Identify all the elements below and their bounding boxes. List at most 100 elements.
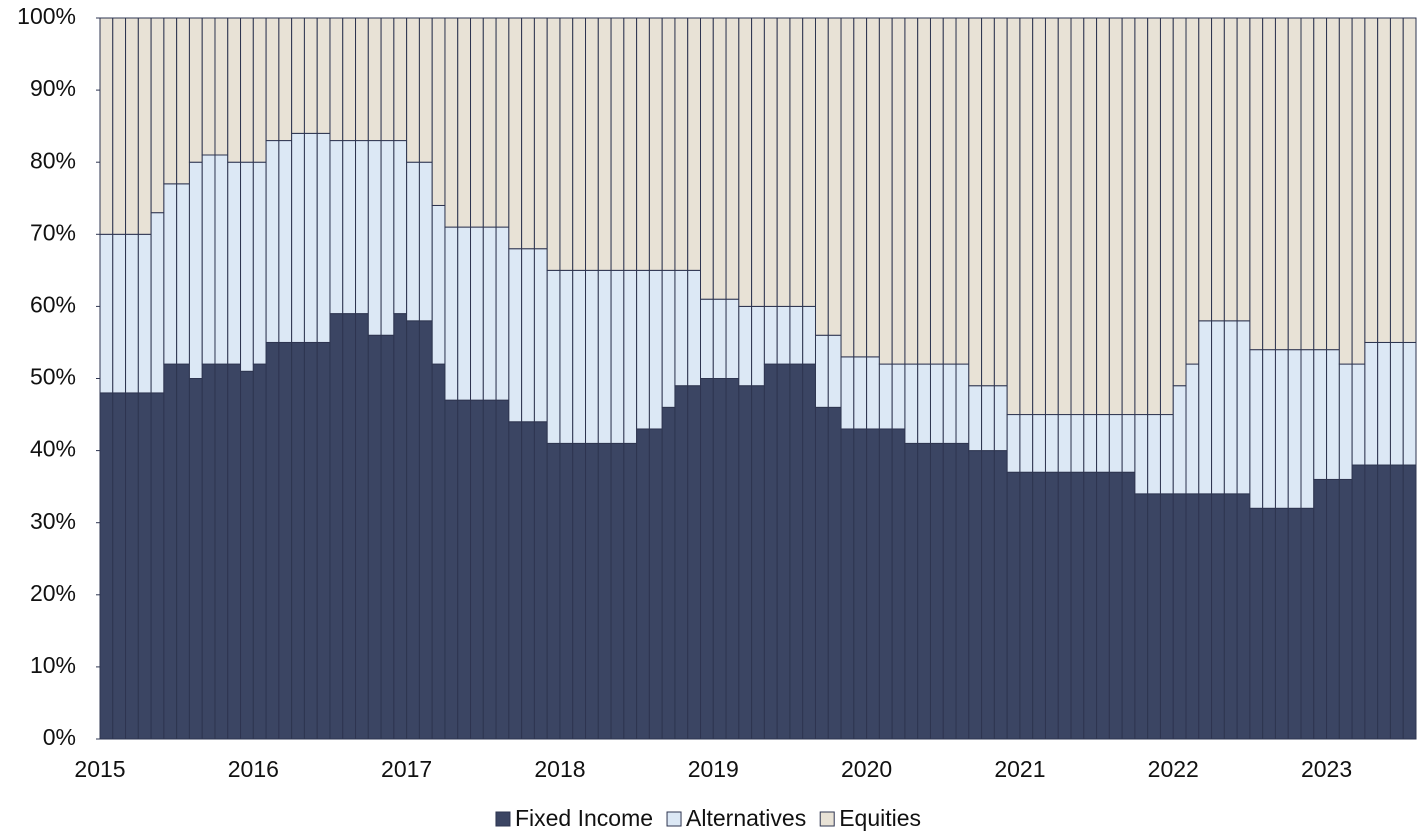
bar-segment	[1159, 493, 1174, 740]
bar-segment	[814, 17, 829, 336]
bar-segment	[227, 161, 242, 365]
bar-segment	[827, 406, 842, 740]
bar-segment	[827, 17, 842, 336]
bar-segment	[1032, 17, 1046, 416]
bar-segment	[942, 442, 957, 740]
bar-segment	[316, 132, 331, 343]
bar-segment	[1044, 471, 1059, 740]
bar-segment	[1083, 414, 1098, 473]
bar-segment	[342, 17, 357, 142]
bar-segment	[917, 17, 931, 365]
bar-segment	[431, 204, 446, 365]
bar-segment	[712, 17, 727, 300]
bar-segment	[1019, 414, 1034, 473]
bar-segment	[981, 450, 995, 740]
bar-segment	[866, 17, 880, 358]
bar-segment	[802, 363, 816, 740]
bar-segment	[674, 385, 689, 740]
bar-segment	[789, 17, 804, 307]
y-tick-label: 50%	[30, 364, 76, 390]
bar-segment	[1121, 17, 1136, 416]
bar-segment	[303, 132, 318, 343]
bar-segment	[521, 17, 535, 250]
x-tick-label: 2021	[994, 756, 1045, 782]
bar-segment	[789, 363, 804, 740]
bar-segment	[891, 363, 906, 430]
bar-segment	[546, 269, 561, 444]
bar-segment	[1236, 17, 1251, 322]
bar-segment	[1019, 17, 1034, 416]
bar-segment	[1313, 17, 1328, 351]
bar-segment	[636, 269, 650, 430]
bar-segment	[316, 17, 331, 134]
bar-segment	[1108, 17, 1123, 416]
bar-segment	[1211, 320, 1225, 495]
bar-segment	[1108, 471, 1123, 740]
bar-segment	[1351, 17, 1366, 365]
bar-segment	[993, 17, 1008, 387]
bar-segment	[1032, 471, 1046, 740]
bar-segment	[623, 17, 638, 271]
bar-segment	[380, 140, 395, 336]
bar-segment	[763, 363, 778, 740]
bar-segment	[585, 442, 599, 740]
bar-segment	[1032, 414, 1046, 473]
bar-segment	[1262, 17, 1276, 351]
bar-segment	[457, 399, 472, 740]
bar-segment	[1198, 493, 1213, 740]
bar-segment	[1287, 349, 1302, 509]
bar-segment	[99, 233, 114, 394]
bar-segment	[1274, 507, 1289, 740]
bar-segment	[1083, 471, 1098, 740]
bar-segment	[431, 363, 446, 740]
bar-segment	[1300, 17, 1315, 351]
bar-segment	[508, 17, 523, 250]
bar-segment	[406, 161, 420, 322]
bar-segment	[1211, 493, 1225, 740]
bar-segment	[342, 313, 357, 740]
bar-segment	[1249, 17, 1264, 351]
bar-segment	[968, 450, 983, 740]
bar-segment	[252, 363, 267, 740]
bar-segment	[1389, 17, 1404, 343]
bar-segment	[1006, 471, 1021, 740]
legend-label: Alternatives	[686, 805, 806, 831]
bar-segment	[891, 17, 906, 365]
bar-segment	[291, 17, 305, 134]
bar-segment	[636, 428, 650, 740]
bar-segment	[380, 17, 395, 142]
bar-segment	[1249, 507, 1264, 740]
bar-segment	[814, 406, 829, 740]
bar-segment	[674, 17, 689, 271]
bar-segment	[1338, 17, 1353, 365]
bar-segment	[917, 363, 931, 444]
bar-segment	[252, 161, 267, 365]
bar-segment	[188, 378, 203, 740]
bar-segment	[150, 392, 165, 740]
bar-segment	[700, 298, 714, 379]
bar-segment	[1044, 414, 1059, 473]
legend-label: Equities	[839, 805, 921, 831]
bar-segment	[367, 17, 382, 142]
bar-segment	[278, 140, 293, 343]
bar-segment	[521, 248, 535, 423]
bar-segment	[1070, 17, 1085, 416]
bar-segment	[278, 341, 293, 740]
bar-segment	[1057, 414, 1072, 473]
bar-segment	[776, 363, 791, 740]
bar-segment	[878, 428, 893, 740]
bar-segment	[1262, 507, 1276, 740]
bar-segment	[1185, 363, 1200, 495]
bar-segment	[955, 17, 970, 365]
bar-segment	[112, 17, 127, 235]
bar-segment	[840, 356, 855, 430]
bar-segment	[1236, 493, 1251, 740]
bar-segment	[214, 17, 229, 156]
y-tick-label: 70%	[30, 219, 76, 245]
x-tick-label: 2022	[1148, 756, 1199, 782]
bar-segment	[252, 17, 267, 163]
bar-segment	[1070, 471, 1085, 740]
bar-segment	[533, 421, 548, 740]
bar-segment	[495, 17, 510, 228]
